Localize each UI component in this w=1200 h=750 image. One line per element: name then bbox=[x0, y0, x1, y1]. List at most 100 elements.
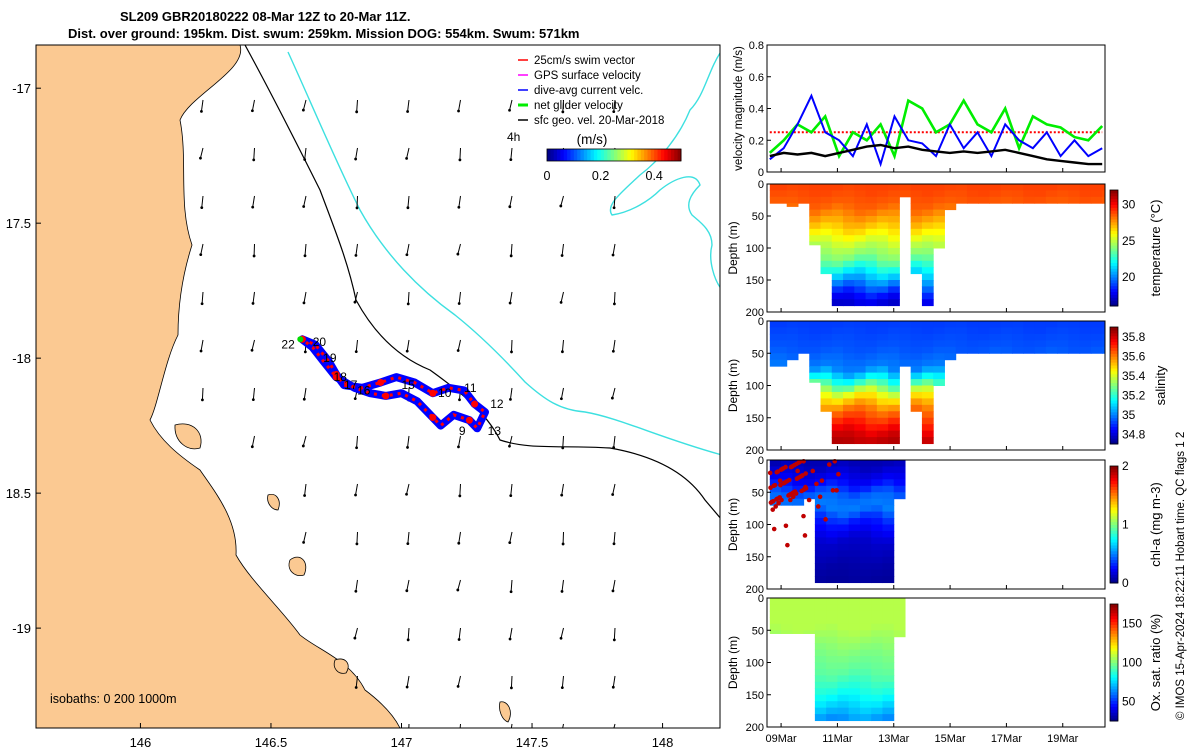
temperature-cell bbox=[933, 196, 945, 204]
salinity-colorbar-segment bbox=[1110, 376, 1118, 381]
chla-cell bbox=[859, 472, 872, 480]
velocity-arrow bbox=[201, 195, 204, 208]
salinity-cell bbox=[921, 359, 934, 367]
oxygen-cell bbox=[848, 649, 861, 657]
salinity-cell bbox=[797, 327, 810, 335]
velocity-arrow-head bbox=[560, 733, 563, 736]
salinity-cell bbox=[910, 333, 923, 341]
oxygen-colorbar-segment bbox=[1110, 665, 1118, 669]
chla-cell bbox=[837, 518, 850, 525]
salinity-cell bbox=[820, 379, 833, 386]
salinity-cell bbox=[1079, 340, 1092, 348]
isobath-note: isobaths: 0 200 1000m bbox=[50, 692, 176, 706]
temperature-cell bbox=[933, 203, 945, 211]
salinity-cell bbox=[966, 346, 979, 354]
velocity-arrow-head bbox=[406, 206, 410, 210]
day-label: 17 bbox=[344, 378, 358, 392]
salinity-cell bbox=[921, 391, 934, 399]
velocity-arrow-head bbox=[354, 350, 358, 353]
oxygen-colorbar-segment bbox=[1110, 644, 1118, 649]
temperature-cell bbox=[876, 260, 889, 268]
temperature-cell bbox=[933, 241, 945, 249]
velocity-arrow bbox=[200, 99, 204, 112]
chla-colorbar-segment bbox=[1110, 524, 1118, 528]
oxygen-colorbar-segment bbox=[1110, 668, 1118, 672]
chla-cell bbox=[837, 485, 850, 493]
velocity-arrow-head bbox=[353, 636, 357, 640]
oxygen-colorbar-segment bbox=[1110, 697, 1118, 702]
temperature-cell bbox=[843, 254, 855, 262]
velocity-arrow bbox=[251, 99, 255, 111]
chla-colorbar-segment bbox=[1110, 474, 1118, 479]
velocity-arrow-head bbox=[612, 110, 616, 113]
temperature-cell bbox=[876, 280, 889, 287]
chla-cell bbox=[871, 537, 883, 545]
salinity-cell bbox=[944, 321, 957, 328]
velocity-arrow-head bbox=[353, 397, 357, 400]
oxygen-cell bbox=[882, 643, 895, 651]
salinity-cell bbox=[831, 321, 844, 328]
velocity-y-tick-label: 0 bbox=[758, 167, 764, 179]
oxygen-cell bbox=[871, 707, 883, 715]
velocity-arrow bbox=[406, 675, 410, 688]
x-tick-label: 11Mar bbox=[822, 733, 853, 745]
chla-high-point bbox=[777, 478, 783, 483]
salinity-cell bbox=[820, 385, 833, 393]
temperature-cell bbox=[820, 248, 833, 255]
oxygen-colorbar-segment bbox=[1110, 650, 1118, 655]
oxygen-cell bbox=[837, 656, 850, 663]
temperature-cell bbox=[820, 222, 833, 230]
temperature-cell bbox=[888, 216, 900, 223]
temperature-colorbar-frame bbox=[1109, 189, 1119, 307]
temperature-cell bbox=[944, 203, 957, 211]
velocity-arrow bbox=[304, 483, 307, 496]
velocity-arrow-head bbox=[456, 588, 460, 592]
salinity-cell bbox=[921, 366, 934, 374]
oxygen-cell bbox=[826, 714, 838, 722]
chla-cell bbox=[826, 479, 838, 487]
temperature-colorbar-segment bbox=[1110, 190, 1118, 194]
temperature-cell bbox=[921, 254, 934, 262]
velocity-arrow-head bbox=[612, 206, 616, 210]
chla-cell bbox=[792, 498, 805, 506]
salinity-cell bbox=[843, 321, 855, 328]
temperature-cell bbox=[843, 184, 855, 191]
temperature-cell bbox=[786, 184, 799, 191]
track-dive-point bbox=[429, 414, 437, 422]
velocity-arrow-head bbox=[559, 300, 563, 304]
oxygen-cell bbox=[781, 630, 793, 634]
salinity-cell bbox=[910, 321, 923, 328]
chla-cell bbox=[826, 550, 838, 558]
chla-colorbar-segment bbox=[1110, 521, 1118, 525]
velocity-arrow bbox=[303, 387, 307, 400]
temperature-cell bbox=[955, 196, 968, 204]
oxygen-colorbar-segment bbox=[1110, 700, 1118, 704]
chla-cell bbox=[837, 524, 850, 532]
map-colorbar-segment bbox=[580, 149, 585, 161]
oxygen-cell bbox=[871, 598, 883, 605]
chla-cell bbox=[769, 466, 782, 474]
salinity-cell bbox=[966, 327, 979, 335]
oxygen-colorbar-segment bbox=[1110, 680, 1118, 684]
oxygen-colorbar-frame bbox=[1109, 603, 1119, 722]
temperature-cell bbox=[831, 248, 844, 255]
salinity-cell bbox=[933, 359, 945, 367]
velocity-arrow-head bbox=[560, 254, 564, 257]
salinity-cell bbox=[921, 372, 934, 380]
salinity-cell bbox=[854, 437, 867, 445]
velocity-arrow bbox=[560, 387, 564, 399]
velocity-arrow bbox=[613, 531, 616, 544]
title-line-2: Dist. over ground: 195km. Dist. swum: 25… bbox=[68, 26, 580, 41]
oxygen-cell bbox=[826, 636, 838, 644]
salinity-cell bbox=[820, 333, 833, 341]
oxygen-colorbar-segment bbox=[1110, 647, 1118, 652]
temperature-cell bbox=[865, 286, 878, 294]
salinity-cell bbox=[876, 359, 889, 367]
oxygen-cell bbox=[792, 610, 805, 618]
temperature-cell bbox=[843, 216, 855, 223]
salinity-cell bbox=[865, 424, 878, 432]
chla-cell bbox=[814, 550, 827, 558]
oxygen-cell bbox=[814, 662, 827, 670]
oxygen-cell bbox=[803, 623, 816, 631]
temperature-colorbar-segment bbox=[1110, 224, 1118, 229]
